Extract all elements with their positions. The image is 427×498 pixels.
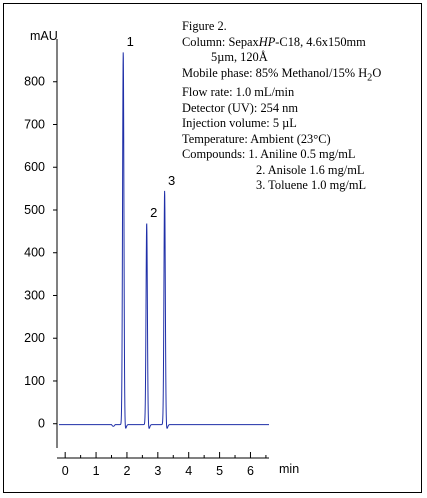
y-tick-label: 200 <box>24 331 45 345</box>
caption-column-rest: -C18, 4.6x150mm <box>275 34 366 49</box>
caption-temperature: Temperature: Ambient (23°C) <box>182 131 331 146</box>
y-tick-label: 600 <box>24 160 45 174</box>
caption-column-particle: 5µm, 120Å <box>211 50 268 64</box>
caption-column-brand: HP <box>258 34 276 49</box>
caption-compound-2: 2. Anisole 1.6 mg/mL <box>256 162 365 177</box>
caption-column-prefix: Column: Sepax <box>182 34 259 49</box>
caption-compound-3: 3. Toluene 1.0 mg/mL <box>256 178 367 193</box>
x-tick-label: 1 <box>93 464 100 478</box>
caption-mobile-phase: Mobile phase: 85% Methanol/15% H2O <box>182 66 381 86</box>
chromatogram-trace <box>59 52 269 429</box>
caption-mobile-phase-sub: 2 <box>367 71 373 83</box>
y-tick-label: 700 <box>24 117 45 131</box>
y-tick-label: 500 <box>24 203 45 217</box>
x-axis: 0 1 2 3 4 5 6 min <box>57 452 299 478</box>
caption-detector: Detector (UV): 254 nm <box>182 100 298 115</box>
y-axis-label: mAU <box>30 29 58 43</box>
caption-mobile-phase-suffix: O <box>372 65 382 80</box>
y-tick-label: 100 <box>24 374 45 388</box>
y-axis: 0 100 200 300 400 500 600 700 800 mAU <box>24 29 58 448</box>
peak-labels: 1 2 3 <box>127 34 176 220</box>
peak-label: 1 <box>127 34 134 49</box>
y-tick-label: 0 <box>38 417 45 431</box>
x-tick-label: 0 <box>62 464 69 478</box>
y-tick-label: 800 <box>24 75 45 89</box>
x-tick-label: 3 <box>154 464 161 478</box>
figure-caption: Figure 2. Column: SepaxHP-C18, 4.6x150mm… <box>182 19 381 194</box>
figure-frame: 0 100 200 300 400 500 600 700 800 mAU 0 1 2 3 4 5 6 min … <box>3 3 422 493</box>
x-tick-label: 5 <box>216 464 223 478</box>
x-tick-label: 2 <box>123 464 130 478</box>
chromatogram-trace-group <box>59 52 269 429</box>
x-tick-label: 6 <box>247 464 254 478</box>
caption-compound-1: Compounds: 1. Aniline 0.5 mg/mL <box>182 147 356 162</box>
caption-mobile-phase-prefix: Mobile phase: 85% Methanol/15% H <box>182 65 368 80</box>
caption-flow-rate: Flow rate: 1.0 mL/min <box>182 85 295 100</box>
x-tick-label: 4 <box>185 464 192 478</box>
y-tick-label: 400 <box>24 246 45 260</box>
y-tick-label: 300 <box>24 288 45 302</box>
caption-injection: Injection volume: 5 µL <box>182 116 297 131</box>
caption-title: Figure 2. <box>182 19 227 33</box>
peak-label: 2 <box>150 205 157 220</box>
x-axis-label: min <box>279 462 299 476</box>
caption-column: Column: SepaxHP-C18, 4.6x150mm <box>182 35 381 51</box>
peak-label: 3 <box>168 173 175 188</box>
